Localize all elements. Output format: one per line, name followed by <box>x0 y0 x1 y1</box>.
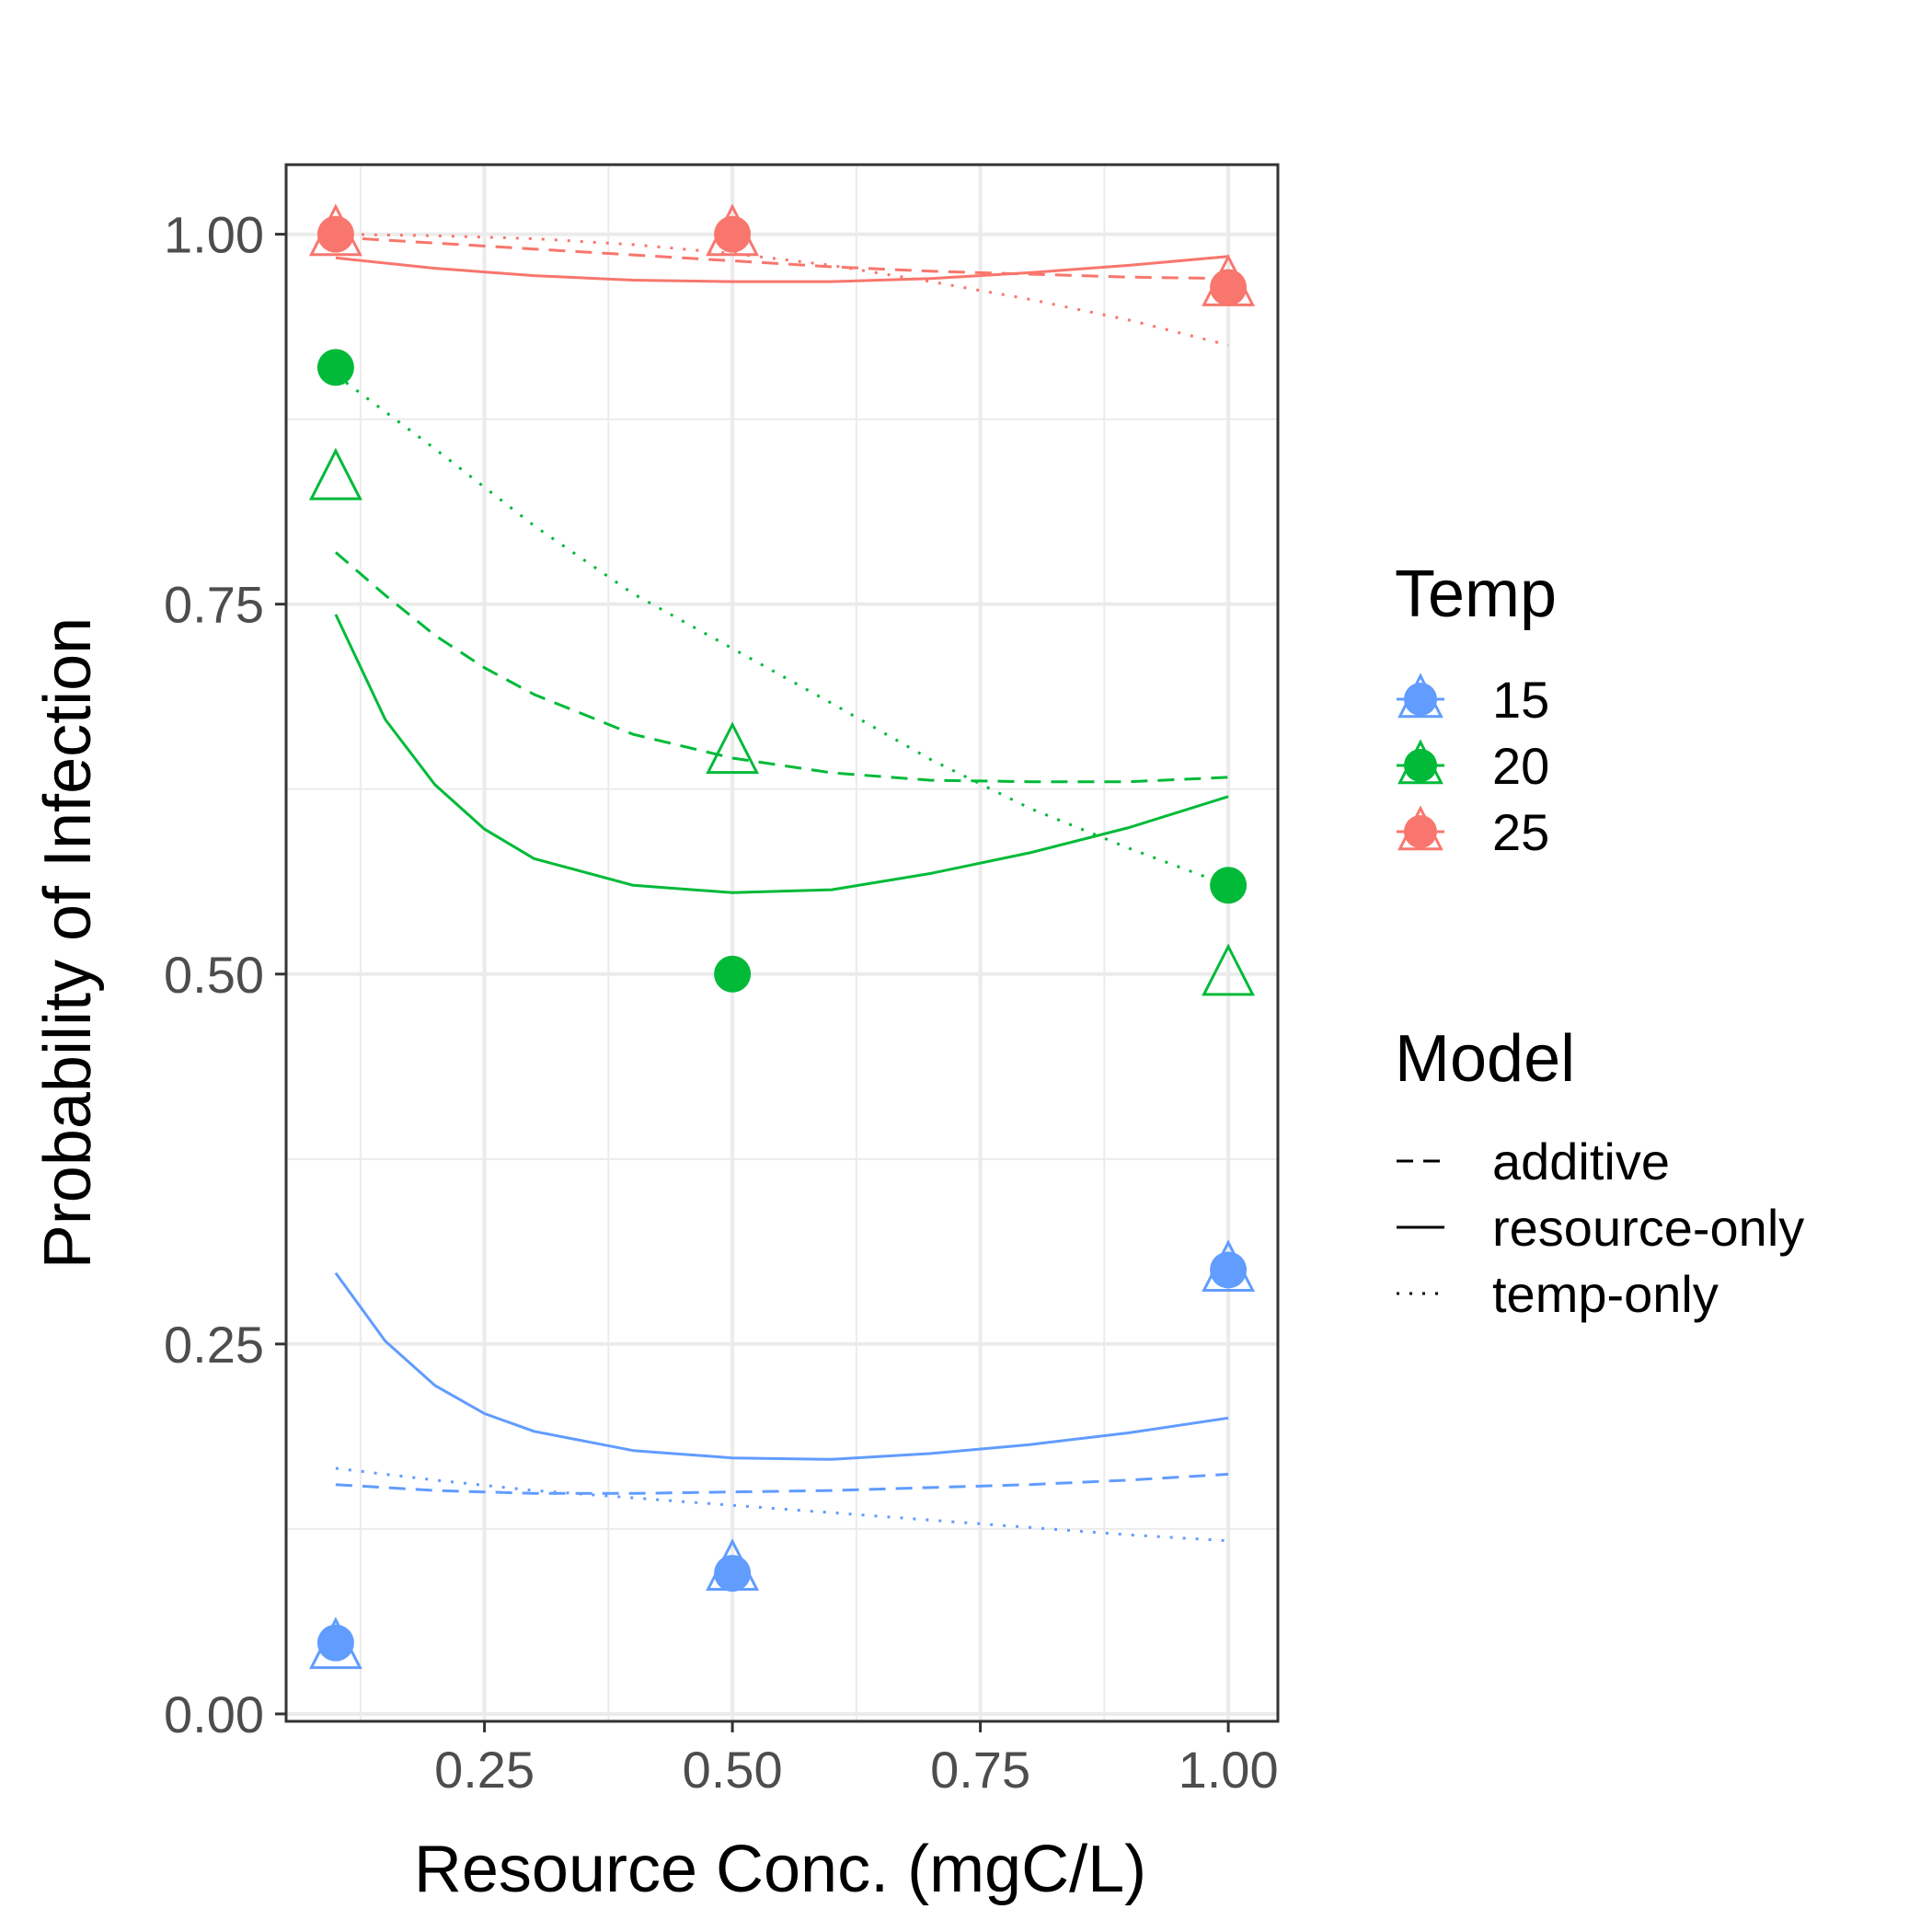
observed-point-25 <box>1210 269 1248 306</box>
legend-model-label: temp-only <box>1492 1265 1719 1323</box>
observed-point-20 <box>1210 867 1248 904</box>
x-tick-label: 0.50 <box>683 1741 783 1799</box>
series-lines <box>334 233 1229 1543</box>
series-line-20-additive <box>334 551 1229 784</box>
observed-point-15 <box>316 1624 354 1662</box>
triangle-point-20 <box>308 447 362 500</box>
triangle-point-20 <box>706 721 760 775</box>
legend-temp-item-25: 25 <box>1397 803 1549 861</box>
data-points <box>308 203 1256 1670</box>
legend-temp-label: 15 <box>1492 671 1549 729</box>
legend-temp-label: 20 <box>1492 737 1549 795</box>
legend-circle-key <box>1404 683 1437 716</box>
grid <box>286 165 1278 1721</box>
axes: 0.25 0.50 0.75 1.00 0.00 0.25 0.50 0.75 1.00 <box>164 206 1279 1799</box>
observed-point-20 <box>714 955 752 993</box>
series-line-25-temp-only <box>335 233 1229 347</box>
legend-model-item-additive: additive <box>1397 1133 1670 1190</box>
legend-temp-item-20: 20 <box>1397 737 1549 795</box>
legend-model-item-resource-only: resource-only <box>1397 1199 1804 1257</box>
legend-circle-key <box>1404 749 1437 782</box>
legend-temp-item-15: 15 <box>1397 671 1549 729</box>
observed-point-15 <box>1210 1251 1248 1289</box>
y-tick-label: 0.75 <box>164 576 264 634</box>
legend-temp: Temp 15 20 25 <box>1395 558 1557 861</box>
y-axis-label: Probability of Infection <box>31 617 105 1269</box>
observed-point-25 <box>714 215 752 253</box>
plot-panel-border <box>284 163 1280 1723</box>
observed-point-15 <box>714 1555 752 1593</box>
legend-model-title: Model <box>1395 1022 1575 1096</box>
legend-model: Model additive resource-only temp-only <box>1395 1022 1804 1323</box>
observed-point-20 <box>316 349 354 386</box>
series-line-15-resource-only <box>334 1271 1229 1461</box>
x-tick-label: 0.75 <box>930 1741 1030 1799</box>
triangle-point-20 <box>1202 943 1256 996</box>
legend-temp-label: 25 <box>1492 803 1549 861</box>
legend-temp-title: Temp <box>1395 558 1557 631</box>
series-line-25-additive <box>335 236 1229 281</box>
y-tick-label: 0.00 <box>164 1685 264 1743</box>
series-line-25-resource-only <box>335 255 1229 283</box>
x-axis-label: Resource Conc. (mgC/L) <box>414 1833 1146 1906</box>
legend-circle-key <box>1404 815 1437 848</box>
y-tick-label: 0.25 <box>164 1316 264 1374</box>
x-tick-label: 1.00 <box>1179 1741 1279 1799</box>
y-tick-label: 1.00 <box>164 206 264 264</box>
legend-model-item-temp-only: temp-only <box>1397 1265 1719 1323</box>
legend-model-label: resource-only <box>1492 1199 1804 1257</box>
legend-model-label: additive <box>1492 1133 1670 1190</box>
plot-panel <box>286 165 1278 1721</box>
y-tick-label: 0.50 <box>164 946 264 1004</box>
observed-point-25 <box>316 215 354 253</box>
x-tick-label: 0.25 <box>434 1741 535 1799</box>
series-line-15-additive <box>335 1472 1229 1495</box>
series-line-20-resource-only <box>334 614 1229 894</box>
